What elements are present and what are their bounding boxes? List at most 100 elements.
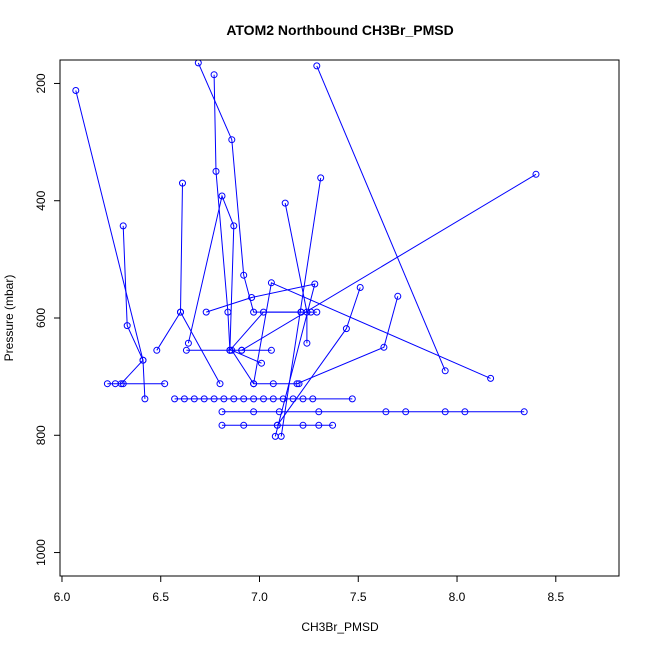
data-point bbox=[311, 280, 319, 288]
series-19 bbox=[182, 308, 315, 354]
data-point bbox=[171, 395, 179, 403]
data-point bbox=[179, 179, 186, 187]
series-14 bbox=[250, 279, 495, 388]
data-point bbox=[194, 60, 202, 67]
y-axis: 200 400 600 800 1000 bbox=[34, 73, 60, 566]
data-point bbox=[72, 87, 80, 94]
series-line bbox=[296, 296, 399, 385]
y-tick-label: 1000 bbox=[34, 539, 48, 566]
data-point bbox=[228, 136, 236, 144]
series-line bbox=[253, 282, 491, 384]
data-point bbox=[307, 308, 315, 316]
data-point bbox=[103, 380, 111, 388]
series-line bbox=[122, 225, 146, 399]
series-15 bbox=[238, 170, 540, 354]
data-point bbox=[123, 322, 131, 330]
series-13 bbox=[293, 292, 402, 388]
series-line bbox=[213, 74, 272, 351]
series-line bbox=[186, 311, 311, 351]
series-10 bbox=[277, 174, 325, 440]
data-point bbox=[182, 346, 190, 354]
data-point bbox=[382, 408, 390, 416]
x-tick-label: 7.5 bbox=[350, 590, 367, 604]
data-point bbox=[260, 395, 267, 403]
series-1 bbox=[119, 222, 149, 403]
y-axis-label: Pressure (mbar) bbox=[2, 275, 16, 362]
series-line bbox=[276, 287, 361, 426]
data-point bbox=[238, 346, 246, 354]
series-11 bbox=[313, 62, 449, 375]
x-tick-label: 7.0 bbox=[251, 590, 268, 604]
data-point bbox=[226, 346, 234, 354]
series-line bbox=[206, 283, 316, 437]
data-point bbox=[297, 308, 305, 316]
series-line bbox=[187, 194, 235, 351]
y-tick-label: 200 bbox=[34, 73, 48, 93]
data-point bbox=[402, 408, 410, 416]
data-point bbox=[279, 395, 287, 403]
data-point bbox=[210, 71, 218, 79]
data-point bbox=[177, 308, 184, 316]
data-point bbox=[218, 421, 226, 429]
data-point bbox=[380, 343, 388, 351]
data-point bbox=[394, 292, 402, 300]
data-point bbox=[260, 308, 267, 316]
data-point bbox=[202, 308, 210, 316]
data-point bbox=[348, 395, 356, 403]
series-20 bbox=[177, 308, 224, 388]
x-tick-label: 8.5 bbox=[547, 590, 564, 604]
data-point bbox=[218, 408, 226, 416]
data-point bbox=[230, 222, 238, 230]
data-point bbox=[299, 421, 307, 429]
data-point bbox=[220, 395, 228, 403]
series-line bbox=[180, 311, 221, 384]
data-point bbox=[210, 395, 218, 403]
data-point bbox=[317, 174, 325, 182]
series-7 bbox=[194, 60, 321, 316]
data-point bbox=[342, 325, 350, 333]
data-point bbox=[250, 380, 258, 388]
y-tick-label: 400 bbox=[34, 190, 48, 210]
data-point bbox=[329, 421, 337, 429]
data-point bbox=[119, 222, 127, 230]
data-point bbox=[258, 359, 265, 367]
series-6 bbox=[218, 408, 528, 416]
x-tick-label: 8.0 bbox=[449, 590, 466, 604]
series-12 bbox=[273, 284, 364, 429]
data-point bbox=[461, 408, 469, 416]
data-point bbox=[200, 395, 208, 403]
chart-title: ATOM2 Northbound CH3Br_PMSD bbox=[226, 22, 453, 38]
data-point bbox=[299, 395, 307, 403]
series-line bbox=[230, 349, 299, 385]
x-axis: 6.0 6.5 7.0 7.5 8.0 8.5 bbox=[54, 576, 564, 604]
data-point bbox=[309, 395, 317, 403]
data-point bbox=[153, 346, 161, 354]
data-point bbox=[240, 271, 248, 279]
data-point bbox=[250, 408, 258, 416]
data-point bbox=[119, 380, 127, 388]
y-tick-label: 600 bbox=[34, 308, 48, 328]
series-4 bbox=[171, 395, 356, 403]
data-point bbox=[295, 380, 303, 388]
series-17 bbox=[202, 280, 319, 440]
data-point bbox=[218, 192, 226, 200]
data-point bbox=[275, 408, 283, 416]
plot-frame bbox=[59, 59, 620, 577]
data-point bbox=[184, 339, 192, 347]
y-tick-label: 800 bbox=[34, 425, 48, 445]
data-point bbox=[269, 395, 277, 403]
series-line bbox=[316, 65, 446, 371]
series-line bbox=[280, 177, 322, 437]
data-point bbox=[141, 395, 149, 403]
data-point bbox=[315, 408, 323, 416]
data-point bbox=[267, 279, 275, 287]
data-point bbox=[250, 395, 258, 403]
data-point bbox=[216, 380, 224, 388]
data-point bbox=[111, 380, 119, 388]
data-point bbox=[281, 199, 289, 207]
data-point bbox=[212, 167, 220, 175]
data-point bbox=[250, 308, 258, 316]
data-point bbox=[271, 432, 279, 440]
data-point bbox=[240, 421, 248, 429]
x-tick-label: 6.5 bbox=[152, 590, 169, 604]
